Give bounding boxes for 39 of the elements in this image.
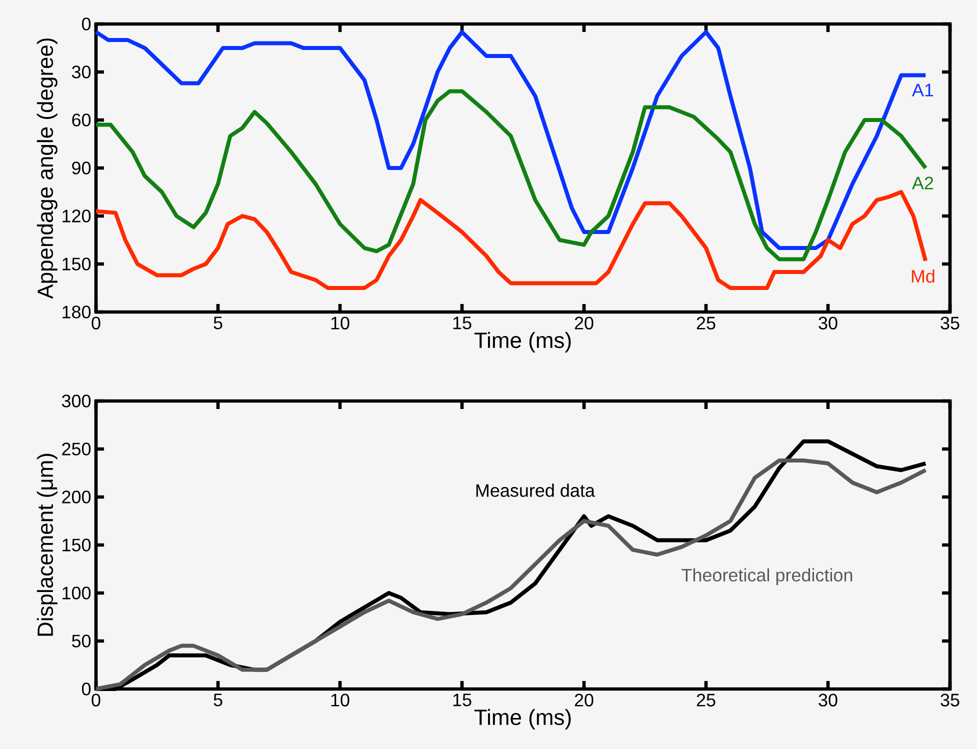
x-axis-title: Time (ms) <box>474 708 571 730</box>
y-tick-label: 50 <box>72 634 91 648</box>
y-tick-label: 60 <box>72 114 91 126</box>
y-tick-label: 100 <box>62 586 91 600</box>
x-tick-label: 25 <box>696 694 716 706</box>
y-tick-label: 150 <box>62 538 91 552</box>
x-tick-label: 0 <box>92 316 100 330</box>
x-axis-title: Time (ms) <box>474 332 571 352</box>
y-tick-label: 250 <box>62 442 91 456</box>
x-tick-label: 5 <box>214 316 222 330</box>
x-tick-label: 10 <box>331 316 350 330</box>
x-tick-label: 10 <box>331 694 350 706</box>
series-label: Theoretical prediction <box>682 568 852 586</box>
x-tick-label: 15 <box>453 694 472 706</box>
x-tick-label: 35 <box>940 694 960 706</box>
y-tick-label: 0 <box>82 682 91 696</box>
x-tick-label: 30 <box>818 694 838 706</box>
y-tick-label: 90 <box>72 162 91 174</box>
x-tick-label: 20 <box>574 694 594 706</box>
y-tick-label: 200 <box>62 490 91 504</box>
x-tick-label: 5 <box>214 694 222 706</box>
series-label: A1 <box>912 84 934 96</box>
x-tick-label: 0 <box>92 694 100 706</box>
series-label: Measured data <box>476 484 595 497</box>
y-tick-label: 300 <box>62 394 91 408</box>
y-tick-label: 30 <box>72 66 91 78</box>
x-tick-label: 30 <box>818 316 838 330</box>
x-tick-label: 15 <box>453 316 472 330</box>
y-tick-label: 180 <box>62 306 91 318</box>
y-axis-title: Displacement (μm) <box>36 454 58 636</box>
y-axis-title: Appendage angle (degree) <box>36 38 58 299</box>
x-tick-label: 20 <box>574 316 594 330</box>
series-label: Md <box>912 270 934 283</box>
y-tick-label: 120 <box>62 210 91 222</box>
x-tick-label: 35 <box>940 316 960 330</box>
x-tick-label: 25 <box>696 316 716 330</box>
series-label: A2 <box>912 176 934 190</box>
y-tick-label: 0 <box>82 18 91 30</box>
y-tick-label: 150 <box>62 258 91 270</box>
